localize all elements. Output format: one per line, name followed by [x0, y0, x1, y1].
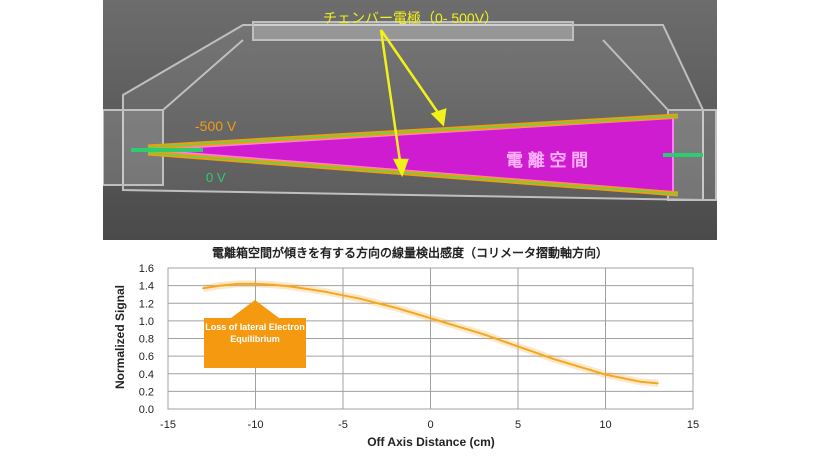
series-point — [412, 312, 414, 314]
series-point — [447, 322, 449, 325]
x-tick-label: -10 — [248, 419, 264, 431]
x-tick-label: 10 — [599, 419, 611, 431]
x-tick-label: 0 — [427, 419, 433, 431]
minus500-label: -500 V — [195, 118, 237, 134]
series-point — [237, 283, 239, 285]
series-point — [622, 377, 624, 379]
chart-series — [202, 280, 659, 387]
series-point — [534, 351, 537, 354]
electrodes — [131, 113, 703, 197]
series-point — [377, 302, 379, 305]
y-tick-label: 0.2 — [139, 386, 154, 398]
series-point — [202, 287, 204, 290]
x-axis-title: Off Axis Distance (cm) — [367, 435, 495, 449]
series-point — [307, 288, 309, 290]
series-point — [342, 294, 344, 297]
y-tick-label: 0.0 — [139, 404, 154, 416]
electrode-label: チェンバー電極（0- 500V） — [323, 10, 499, 26]
series-point — [657, 382, 659, 385]
series-point — [552, 357, 554, 360]
series-point — [517, 345, 519, 348]
series-point — [272, 283, 274, 286]
chamber-illustration: チェンバー電極（0- 500V） -500 V 0 V 電 離 空 間 — [102, 0, 717, 240]
series-point — [604, 373, 607, 376]
x-tick-label: -15 — [160, 419, 176, 431]
x-tick-label: 5 — [515, 419, 521, 431]
chamber-drawing — [102, 0, 717, 240]
y-tick-labels: 0.0 0.2 0.4 0.6 0.8 1.0 1.2 1.4 1.6 — [139, 263, 154, 416]
x-tick-label: 15 — [687, 419, 699, 431]
y-tick-label: 1.2 — [139, 298, 154, 310]
series-point — [254, 283, 257, 285]
y-axis-title: Normalized Signal — [113, 285, 127, 389]
y-tick-label: 1.0 — [139, 316, 154, 328]
series-point — [639, 380, 642, 383]
chart-title: 電離箱空間が傾きを有する方向の線量検出感度（コリメータ摺動軸方向） — [211, 246, 608, 260]
y-tick-label: 0.6 — [139, 351, 154, 363]
y-tick-label: 1.4 — [139, 281, 154, 293]
x-tick-label: -5 — [338, 419, 348, 431]
y-tick-label: 0.4 — [139, 369, 154, 381]
y-tick-label: 0.8 — [139, 334, 154, 346]
series-point — [499, 339, 502, 342]
annotation-arrow-icon — [231, 300, 279, 318]
series-point — [324, 290, 327, 293]
series-point — [429, 317, 432, 320]
series-point — [482, 333, 484, 335]
x-tick-labels: -15 -10 -5 0 5 10 15 — [160, 419, 699, 431]
pointer-arrows — [379, 29, 447, 178]
annotation-text: Loss of lateral Electron Equilibrium — [205, 322, 305, 344]
y-tick-label: 1.6 — [139, 263, 154, 275]
series-point — [569, 363, 572, 365]
zero-volt-label: 0 V — [206, 170, 226, 185]
series-point — [587, 368, 589, 371]
annotation-box — [204, 318, 306, 368]
series-point — [219, 284, 222, 287]
series-point — [464, 328, 467, 330]
series-point — [359, 298, 362, 300]
ionization-space-label: 電 離 空 間 — [506, 151, 589, 170]
series-point — [289, 285, 292, 288]
series-point — [394, 306, 397, 309]
